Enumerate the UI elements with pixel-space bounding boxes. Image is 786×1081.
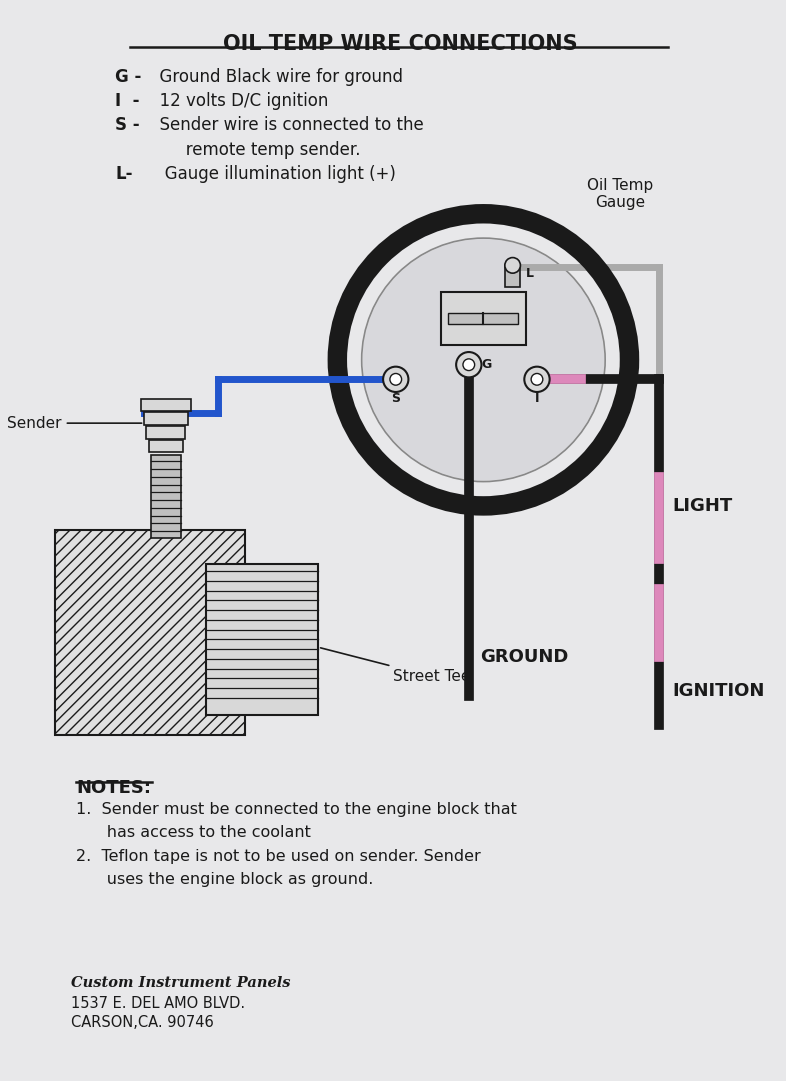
Text: has access to the coolant: has access to the coolant — [76, 826, 311, 840]
Circle shape — [390, 373, 402, 385]
Circle shape — [531, 373, 543, 385]
Text: CARSON,CA. 90746: CARSON,CA. 90746 — [72, 1015, 215, 1030]
Text: S -: S - — [116, 117, 140, 134]
Text: G: G — [481, 358, 491, 371]
Bar — [146, 426, 185, 439]
Text: L: L — [527, 267, 534, 280]
Bar — [144, 413, 189, 425]
Text: NOTES:: NOTES: — [76, 778, 152, 797]
Text: Sender: Sender — [7, 416, 141, 430]
Bar — [448, 313, 519, 324]
Circle shape — [463, 359, 475, 371]
Bar — [505, 265, 520, 286]
Text: LIGHT: LIGHT — [672, 497, 733, 515]
Bar — [149, 440, 183, 452]
Text: I  -: I - — [116, 92, 140, 110]
Text: 1537 E. DEL AMO BLVD.: 1537 E. DEL AMO BLVD. — [72, 996, 245, 1011]
Text: Gauge illumination light (+): Gauge illumination light (+) — [149, 165, 396, 183]
Text: remote temp sender.: remote temp sender. — [149, 141, 361, 159]
Bar — [206, 564, 318, 716]
Text: Street Tee: Street Tee — [321, 648, 470, 684]
Text: IGNITION: IGNITION — [672, 682, 765, 700]
Text: 1.  Sender must be connected to the engine block that: 1. Sender must be connected to the engin… — [76, 802, 517, 817]
Text: Custom Instrument Panels: Custom Instrument Panels — [72, 976, 291, 990]
Bar — [441, 292, 527, 345]
Text: 2.  Teflon tape is not to be used on sender. Sender: 2. Teflon tape is not to be used on send… — [76, 849, 481, 864]
Bar — [152, 455, 181, 538]
Text: L-: L- — [116, 165, 133, 183]
Text: uses the engine block as ground.: uses the engine block as ground. — [76, 872, 373, 888]
Text: Sender wire is connected to the: Sender wire is connected to the — [149, 117, 424, 134]
Text: G -: G - — [116, 68, 141, 85]
Bar — [141, 399, 191, 412]
Text: OIL TEMP WIRE CONNECTIONS: OIL TEMP WIRE CONNECTIONS — [223, 34, 578, 54]
Circle shape — [362, 239, 604, 481]
Circle shape — [524, 366, 549, 392]
Text: S: S — [391, 392, 400, 405]
Circle shape — [456, 352, 482, 377]
Text: Oil Temp
Gauge: Oil Temp Gauge — [586, 177, 653, 210]
Bar — [55, 531, 244, 735]
Text: GROUND: GROUND — [480, 648, 569, 666]
Circle shape — [505, 257, 520, 273]
Text: 12 volts D/C ignition: 12 volts D/C ignition — [149, 92, 329, 110]
Text: Ground Black wire for ground: Ground Black wire for ground — [149, 68, 403, 85]
Text: I: I — [534, 392, 539, 405]
Circle shape — [383, 366, 409, 392]
